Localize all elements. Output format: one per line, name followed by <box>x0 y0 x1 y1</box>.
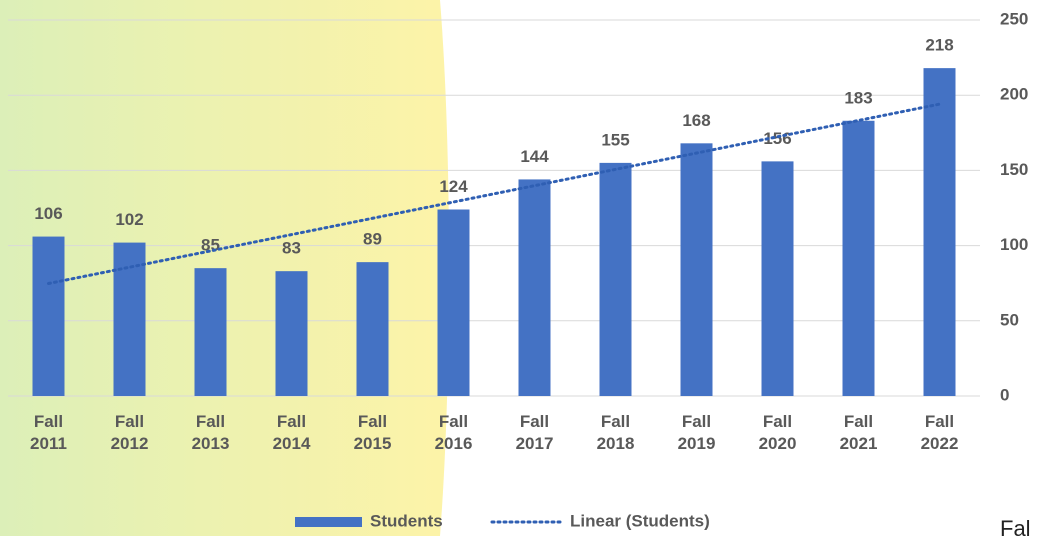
x-tick-label: Fall 2019 <box>677 412 716 453</box>
bar <box>680 143 713 396</box>
bar <box>32 236 65 396</box>
data-label: 183 <box>844 88 872 107</box>
bar <box>356 262 389 396</box>
data-label: 144 <box>520 147 549 166</box>
fragment-text: Fal <box>1000 516 1031 536</box>
legend-label: Linear (Students) <box>570 511 710 530</box>
data-label: 83 <box>282 239 301 258</box>
trendline <box>47 102 941 286</box>
y-tick-label: 50 <box>1000 310 1019 329</box>
y-tick-label: 150 <box>1000 160 1028 179</box>
y-tick-label: 0 <box>1000 385 1009 404</box>
x-tick-label: Fall 2018 <box>596 412 635 453</box>
legend-swatch <box>295 517 362 527</box>
bar <box>518 179 551 396</box>
x-tick-label: Fall 2020 <box>758 412 797 453</box>
bar <box>437 209 470 396</box>
x-tick-label: Fall 2015 <box>353 412 392 453</box>
bar <box>113 242 146 396</box>
legend-label: Students <box>370 511 443 530</box>
y-tick-label: 200 <box>1000 85 1028 104</box>
y-tick-label: 250 <box>1000 9 1028 28</box>
bar <box>194 268 227 396</box>
x-tick-label: Fall 2013 <box>191 412 230 453</box>
x-tick-label: Fall 2021 <box>839 412 878 453</box>
data-label: 218 <box>925 36 953 55</box>
x-tick-label: Fall 2016 <box>434 412 473 453</box>
data-label: 106 <box>34 204 62 223</box>
data-label: 89 <box>363 230 382 249</box>
bar <box>599 162 632 396</box>
x-tick-label: Fall 2012 <box>110 412 149 453</box>
bar <box>842 120 875 396</box>
x-tick-label: Fall 2014 <box>272 412 311 453</box>
y-tick-label: 100 <box>1000 235 1028 254</box>
data-label: 156 <box>763 129 791 148</box>
bar <box>761 161 794 396</box>
x-tick-label: Fall 2022 <box>920 412 959 453</box>
x-tick-label: Fall 2011 <box>30 412 67 453</box>
data-label: 102 <box>115 210 143 229</box>
data-label: 168 <box>682 111 710 130</box>
background-shape <box>0 0 449 536</box>
bar <box>275 271 308 396</box>
data-label: 155 <box>601 130 629 149</box>
bar <box>923 68 956 397</box>
x-tick-label: Fall 2017 <box>515 412 554 453</box>
data-label: 124 <box>439 177 468 196</box>
